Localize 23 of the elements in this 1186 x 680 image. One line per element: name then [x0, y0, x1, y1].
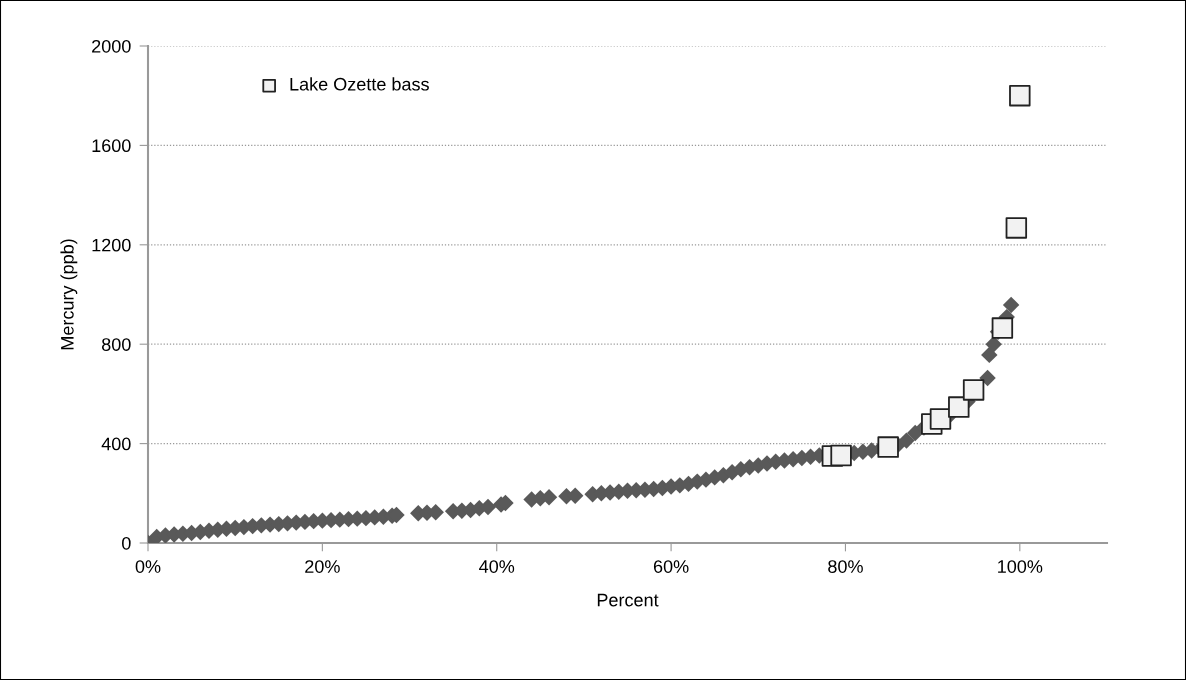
y-tick-label: 2000 — [92, 39, 131, 53]
x-axis-title: Percent — [597, 593, 659, 607]
point — [929, 408, 952, 430]
y-tick-label: 400 — [101, 437, 131, 451]
x-tick-label: 60% — [653, 560, 689, 573]
point — [1009, 84, 1031, 107]
x-tick-label: 100% — [998, 560, 1043, 573]
point — [877, 436, 899, 458]
x-tick-label: 80% — [828, 560, 863, 573]
y-axis-title: Mercury (ppb) — [60, 239, 78, 350]
y-tick-label: 800 — [102, 338, 131, 351]
point — [1005, 217, 1028, 239]
y-tick-label: 0 — [122, 536, 131, 550]
point — [962, 379, 985, 401]
x-tick-label: 20% — [305, 560, 340, 573]
y-tick-label: 1600 — [92, 139, 131, 153]
point — [948, 396, 970, 418]
legend-label: Lake Ozette bass — [290, 77, 429, 91]
x-tick-label: 40% — [479, 560, 515, 573]
point — [830, 444, 852, 467]
x-tick-label: 0% — [135, 560, 161, 573]
point — [991, 317, 1014, 339]
y-tick-label: 1200 — [92, 238, 131, 252]
